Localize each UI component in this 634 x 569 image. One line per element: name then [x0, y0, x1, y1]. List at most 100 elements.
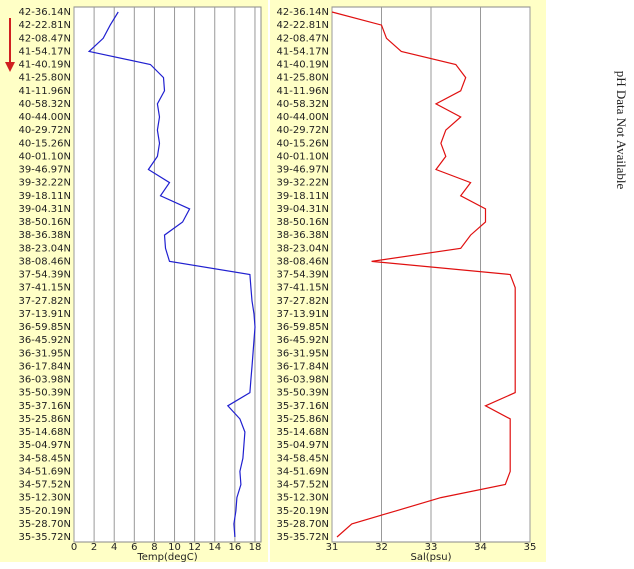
y-tick-label: 34-51.69N — [19, 466, 71, 477]
plot-area — [73, 6, 262, 543]
y-tick-label: 35-50.39N — [19, 388, 71, 399]
y-tick-label: 39-46.97N — [19, 165, 71, 176]
y-tick-label: 37-13.91N — [19, 309, 71, 320]
x-axis-label: Temp(degC) — [136, 552, 197, 563]
y-tick-label: 35-14.68N — [19, 427, 71, 438]
y-tick-label: 37-41.15N — [19, 283, 71, 294]
y-tick-label: 41-11.96N — [277, 86, 329, 97]
x-tick-label: 33 — [425, 542, 438, 553]
y-tick-label: 39-32.22N — [277, 178, 329, 189]
y-tick-label: 38-23.04N — [19, 243, 71, 254]
y-tick-label: 40-29.72N — [19, 125, 71, 136]
y-tick-label: 35-35.72N — [277, 532, 329, 543]
y-tick-label: 37-54.39N — [19, 270, 71, 281]
y-tick-label: 34-57.52N — [277, 480, 329, 491]
y-tick-label: 40-44.00N — [19, 112, 71, 123]
y-tick-label: 36-17.84N — [19, 361, 71, 372]
y-tick-label: 35-20.19N — [19, 506, 71, 517]
side-note: pH Data Not Available — [614, 71, 629, 190]
y-tick-label: 40-58.32N — [19, 99, 71, 110]
y-tick-label: 35-50.39N — [277, 388, 329, 399]
y-tick-label: 38-50.16N — [19, 217, 71, 228]
y-tick-label: 35-25.86N — [19, 414, 71, 425]
y-tick-label: 40-01.10N — [277, 151, 329, 162]
x-tick-label: 35 — [524, 542, 537, 553]
y-tick-label: 38-50.16N — [277, 217, 329, 228]
y-tick-label: 35-20.19N — [277, 506, 329, 517]
y-tick-label: 42-22.81N — [277, 20, 329, 31]
y-tick-label: 40-01.10N — [19, 151, 71, 162]
y-tick-label: 36-45.92N — [19, 335, 71, 346]
y-tick-label: 35-14.68N — [277, 427, 329, 438]
x-tick-label: 10 — [168, 542, 181, 553]
y-tick-label: 38-08.46N — [19, 256, 71, 267]
data-line — [331, 11, 516, 538]
y-tick-label: 36-03.98N — [277, 375, 329, 386]
y-tick-label: 35-25.86N — [277, 414, 329, 425]
x-tick-label: 31 — [326, 542, 339, 553]
y-tick-label: 35-37.16N — [277, 401, 329, 412]
x-tick-label: 0 — [71, 542, 77, 553]
y-tick-label: 41-40.19N — [277, 60, 329, 71]
y-tick-label: 39-32.22N — [19, 178, 71, 189]
x-tick-label: 32 — [375, 542, 388, 553]
y-tick-label: 40-15.26N — [19, 138, 71, 149]
y-tick-label: 41-25.80N — [19, 73, 71, 84]
y-tick-label: 35-12.30N — [19, 493, 71, 504]
y-tick-label: 36-45.92N — [277, 335, 329, 346]
y-tick-label: 41-11.96N — [19, 86, 71, 97]
y-tick-label: 35-37.16N — [19, 401, 71, 412]
y-tick-label: 40-29.72N — [277, 125, 329, 136]
x-axis-label: Sal(psu) — [411, 552, 452, 563]
y-tick-label: 34-51.69N — [277, 466, 329, 477]
y-tick-label: 37-41.15N — [277, 283, 329, 294]
y-tick-label: 40-44.00N — [277, 112, 329, 123]
y-tick-label: 39-04.31N — [277, 204, 329, 215]
y-tick-label: 38-08.46N — [277, 256, 329, 267]
x-tick-label: 18 — [249, 542, 262, 553]
y-tick-label: 35-28.70N — [277, 519, 329, 530]
y-tick-label: 42-08.47N — [19, 33, 71, 44]
x-tick-label: 6 — [131, 542, 137, 553]
x-tick-label: 34 — [474, 542, 487, 553]
x-tick-label: 12 — [188, 542, 201, 553]
y-tick-label: 39-04.31N — [19, 204, 71, 215]
y-tick-label: 38-23.04N — [277, 243, 329, 254]
y-tick-label: 37-13.91N — [277, 309, 329, 320]
y-tick-label: 41-25.80N — [277, 73, 329, 84]
y-tick-label: 36-31.95N — [277, 348, 329, 359]
y-tick-label: 41-54.17N — [19, 46, 71, 57]
y-tick-label: 34-57.52N — [19, 480, 71, 491]
x-tick-label: 2 — [91, 542, 97, 553]
y-tick-label: 42-22.81N — [19, 20, 71, 31]
y-tick-label: 35-28.70N — [19, 519, 71, 530]
y-tick-label: 39-18.11N — [277, 191, 329, 202]
y-tick-label: 39-46.97N — [277, 165, 329, 176]
y-tick-label: 37-27.82N — [19, 296, 71, 307]
y-tick-label: 40-15.26N — [277, 138, 329, 149]
y-tick-label: 41-54.17N — [277, 46, 329, 57]
y-tick-label: 38-36.38N — [277, 230, 329, 241]
data-line — [87, 11, 256, 538]
y-tick-label: 36-59.85N — [19, 322, 71, 333]
y-tick-label: 42-08.47N — [277, 33, 329, 44]
y-tick-label: 37-54.39N — [277, 270, 329, 281]
x-tick-label: 4 — [111, 542, 117, 553]
direction-arrow-head — [5, 62, 15, 72]
y-tick-label: 35-12.30N — [277, 493, 329, 504]
y-tick-label: 36-31.95N — [19, 348, 71, 359]
y-tick-label: 36-17.84N — [277, 361, 329, 372]
y-tick-label: 35-04.97N — [19, 440, 71, 451]
x-tick-label: 14 — [208, 542, 221, 553]
y-tick-label: 41-40.19N — [19, 60, 71, 71]
y-tick-label: 36-03.98N — [19, 375, 71, 386]
y-tick-label: 38-36.38N — [19, 230, 71, 241]
y-tick-label: 35-35.72N — [19, 532, 71, 543]
y-tick-label: 35-04.97N — [277, 440, 329, 451]
y-tick-label: 42-36.14N — [277, 7, 329, 18]
y-tick-label: 37-27.82N — [277, 296, 329, 307]
y-tick-label: 34-58.45N — [19, 453, 71, 464]
y-tick-label: 36-59.85N — [277, 322, 329, 333]
y-tick-label: 34-58.45N — [277, 453, 329, 464]
